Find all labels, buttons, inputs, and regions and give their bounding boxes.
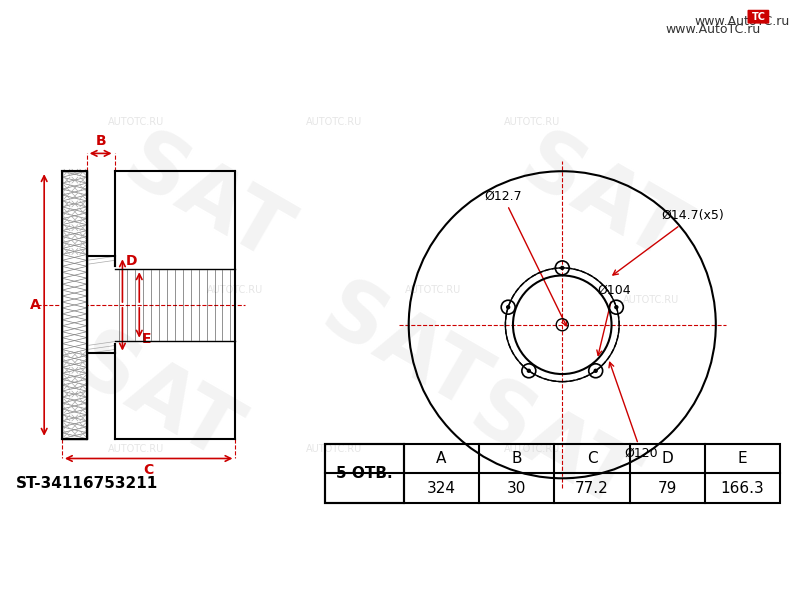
Text: AUTOTC.RU: AUTOTC.RU <box>623 295 679 305</box>
Text: E: E <box>142 332 152 346</box>
Text: AUTOTC.RU: AUTOTC.RU <box>505 443 561 454</box>
Text: D: D <box>662 451 673 466</box>
FancyBboxPatch shape <box>747 10 770 23</box>
Text: E: E <box>738 451 747 466</box>
Text: Ø12.7: Ø12.7 <box>484 190 566 326</box>
Text: SAT: SAT <box>60 320 252 478</box>
Text: SAT: SAT <box>456 370 648 527</box>
Text: 324: 324 <box>427 481 456 496</box>
Text: AUTOTC.RU: AUTOTC.RU <box>505 116 561 127</box>
Text: www.AutoTC.ru: www.AutoTC.ru <box>695 15 790 28</box>
Text: AUTOTC.RU: AUTOTC.RU <box>406 285 462 295</box>
Text: AUTOTC.RU: AUTOTC.RU <box>108 116 165 127</box>
Text: AUTOTC.RU: AUTOTC.RU <box>306 116 362 127</box>
Text: 77.2: 77.2 <box>575 481 609 496</box>
Text: AUTOTC.RU: AUTOTC.RU <box>108 443 165 454</box>
Circle shape <box>615 306 618 308</box>
Text: Ø14.7(x5): Ø14.7(x5) <box>613 209 724 275</box>
Circle shape <box>527 369 530 372</box>
Text: 166.3: 166.3 <box>721 481 765 496</box>
Text: 79: 79 <box>658 481 677 496</box>
Circle shape <box>594 369 597 372</box>
Text: ST-34116753211: ST-34116753211 <box>16 476 158 491</box>
Text: SAT: SAT <box>110 122 302 280</box>
Text: C: C <box>143 463 154 478</box>
Text: 5 ОТВ.: 5 ОТВ. <box>336 466 393 481</box>
Text: SAT: SAT <box>506 122 698 280</box>
Text: Ø104: Ø104 <box>597 284 630 355</box>
Circle shape <box>506 306 510 308</box>
Text: Ø120: Ø120 <box>609 362 658 460</box>
Text: C: C <box>586 451 598 466</box>
Text: AUTOTC.RU: AUTOTC.RU <box>306 443 362 454</box>
Text: D: D <box>126 254 137 268</box>
Bar <box>62 171 86 439</box>
Text: B: B <box>511 451 522 466</box>
Text: SAT: SAT <box>308 271 500 428</box>
Text: A: A <box>30 298 40 312</box>
Text: TC: TC <box>751 11 766 22</box>
Text: A: A <box>436 451 446 466</box>
Bar <box>325 443 404 503</box>
Text: www.AutoTC.ru: www.AutoTC.ru <box>665 23 760 35</box>
Circle shape <box>561 266 564 269</box>
Bar <box>325 443 780 503</box>
Text: AUTOTC.RU: AUTOTC.RU <box>207 285 263 295</box>
Text: 30: 30 <box>507 481 526 496</box>
Text: B: B <box>95 134 106 148</box>
